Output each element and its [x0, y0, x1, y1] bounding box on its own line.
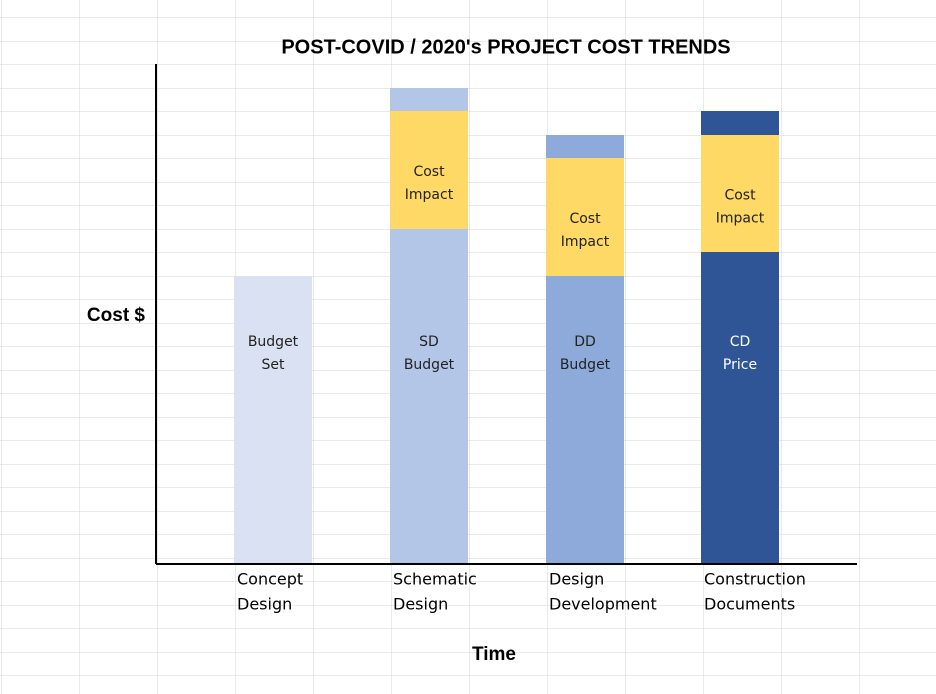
x-tick-label: Construction: [704, 570, 806, 589]
segment-label: Set: [262, 357, 286, 373]
bar-segment: [546, 158, 624, 276]
segment-label: Price: [723, 357, 757, 373]
segment-label: Impact: [405, 187, 454, 203]
segment-label: Impact: [561, 234, 610, 250]
segment-label: SD: [419, 334, 439, 350]
x-tick-label: Design: [237, 595, 292, 614]
bar-segment: [390, 229, 468, 564]
x-tick-label: Development: [549, 595, 657, 614]
segment-label: CD: [730, 334, 751, 350]
bar-segment: [546, 135, 624, 158]
x-tick-label: Design: [549, 570, 604, 589]
x-tick-label: Documents: [704, 595, 795, 614]
bar-segment: [390, 111, 468, 229]
x-tick-label: Design: [393, 595, 448, 614]
x-tick-label: Concept: [237, 570, 303, 589]
bar-segment: [546, 276, 624, 564]
segment-label: Impact: [716, 211, 765, 227]
segment-label: Budget: [248, 334, 299, 350]
segment-label: DD: [574, 334, 596, 350]
segment-label: Cost: [724, 188, 756, 204]
bar-segment: [701, 135, 779, 252]
bar-segment: [701, 111, 779, 135]
bar-segment: [234, 276, 312, 564]
bar-segment: [390, 88, 468, 111]
segment-label: Budget: [560, 357, 611, 373]
y-axis-label: Cost $: [87, 305, 146, 326]
x-tick-label: Schematic: [393, 570, 477, 589]
segment-label: Budget: [404, 357, 455, 373]
segment-label: Cost: [413, 164, 445, 180]
segment-label: Cost: [569, 211, 601, 227]
bar-segment: [701, 252, 779, 564]
x-axis-label: Time: [472, 644, 516, 665]
chart-title: POST-COVID / 2020's PROJECT COST TRENDS: [281, 36, 730, 58]
